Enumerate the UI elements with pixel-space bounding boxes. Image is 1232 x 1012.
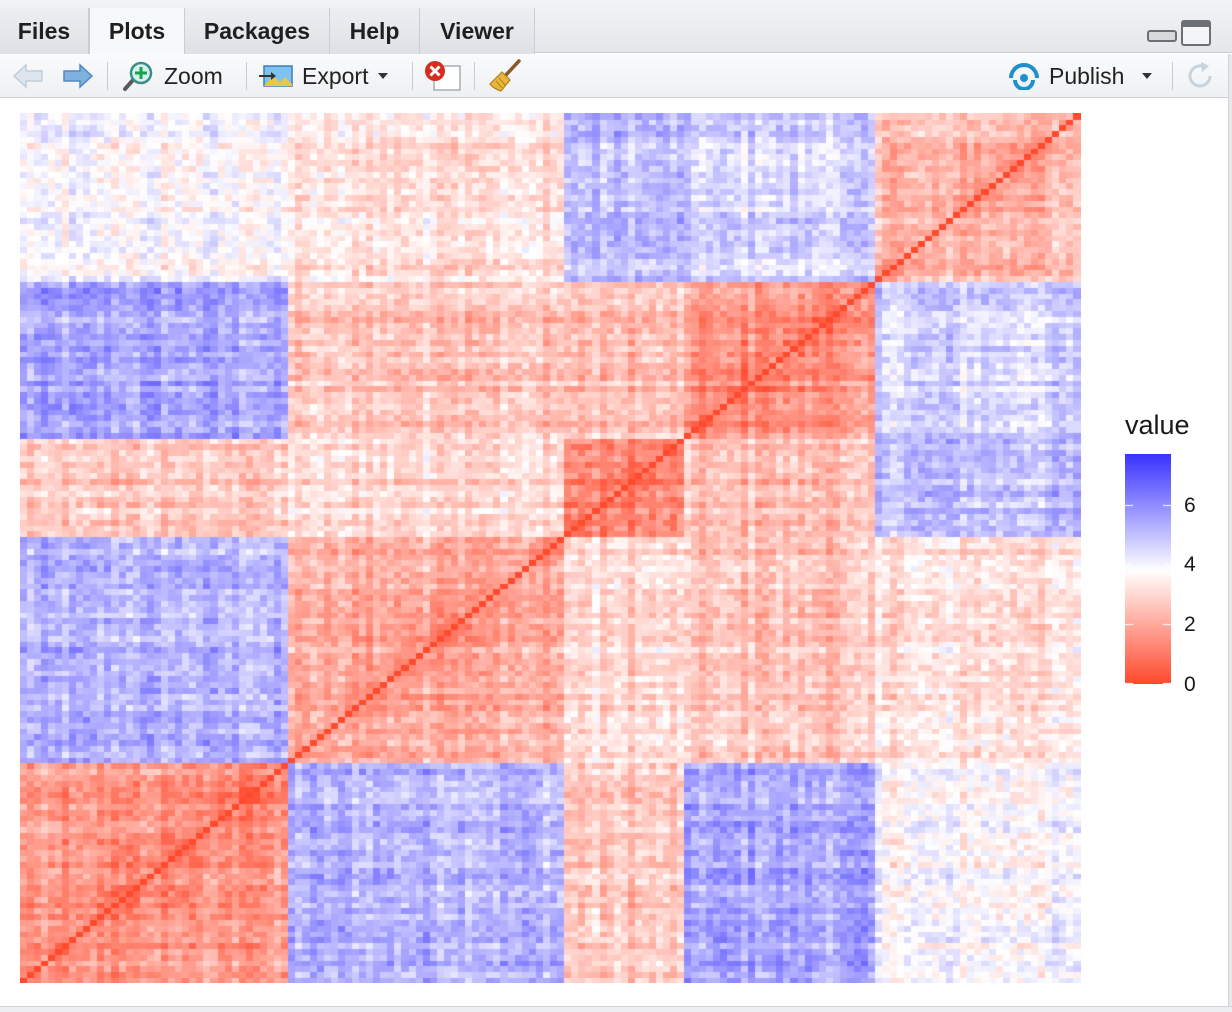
pane-right-border (1228, 54, 1232, 1012)
zoom-icon (123, 61, 153, 91)
forward-button[interactable] (62, 54, 94, 98)
tab-viewer[interactable]: Viewer (420, 8, 535, 54)
chevron-down-icon (1142, 73, 1153, 79)
export-icon (259, 65, 293, 87)
toolbar-separator (1172, 62, 1173, 90)
legend-title: value (1125, 410, 1190, 440)
toolbar-separator (474, 62, 475, 90)
legend-color-bar (1125, 454, 1171, 684)
tab-help[interactable]: Help (330, 8, 420, 54)
refresh-icon (1188, 62, 1212, 88)
back-button[interactable] (12, 54, 44, 98)
remove-plot-icon (425, 61, 461, 91)
legend-tick-label: 0 (1184, 673, 1196, 696)
plots-toolbar: Zoom Export (0, 54, 1232, 98)
export-menu-button[interactable]: Export (258, 54, 389, 98)
legend-tick-label: 6 (1184, 494, 1196, 517)
tab-files[interactable]: Files (0, 8, 89, 54)
legend-tick-label: 2 (1184, 613, 1196, 636)
maximize-pane-icon[interactable] (1181, 20, 1211, 46)
clear-all-plots-button[interactable] (488, 54, 522, 98)
broom-icon (489, 59, 521, 92)
minimize-pane-icon[interactable] (1146, 20, 1177, 44)
tab-plots[interactable]: Plots (89, 8, 185, 54)
zoom-button[interactable]: Zoom (122, 54, 223, 98)
publish-icon (1009, 63, 1039, 90)
publish-label: Publish (1049, 62, 1125, 89)
toolbar-separator (246, 62, 247, 90)
back-arrow-icon (12, 63, 43, 89)
toolbar-separator (412, 62, 413, 90)
heatmap-plot (20, 113, 1081, 983)
legend-tick-label: 4 (1184, 553, 1196, 576)
zoom-label: Zoom (164, 62, 223, 89)
forward-arrow-icon (63, 63, 94, 89)
chevron-down-icon (378, 73, 389, 79)
pane-bottom-border (0, 1006, 1232, 1012)
tab-packages[interactable]: Packages (185, 8, 330, 54)
remove-plot-button[interactable] (424, 54, 462, 98)
toolbar-separator (107, 62, 108, 90)
export-label: Export (302, 62, 369, 89)
refresh-button[interactable] (1184, 54, 1216, 98)
tab-bar: Files Plots Packages Help Viewer (0, 0, 1232, 54)
publish-button[interactable]: Publish (1007, 54, 1153, 98)
